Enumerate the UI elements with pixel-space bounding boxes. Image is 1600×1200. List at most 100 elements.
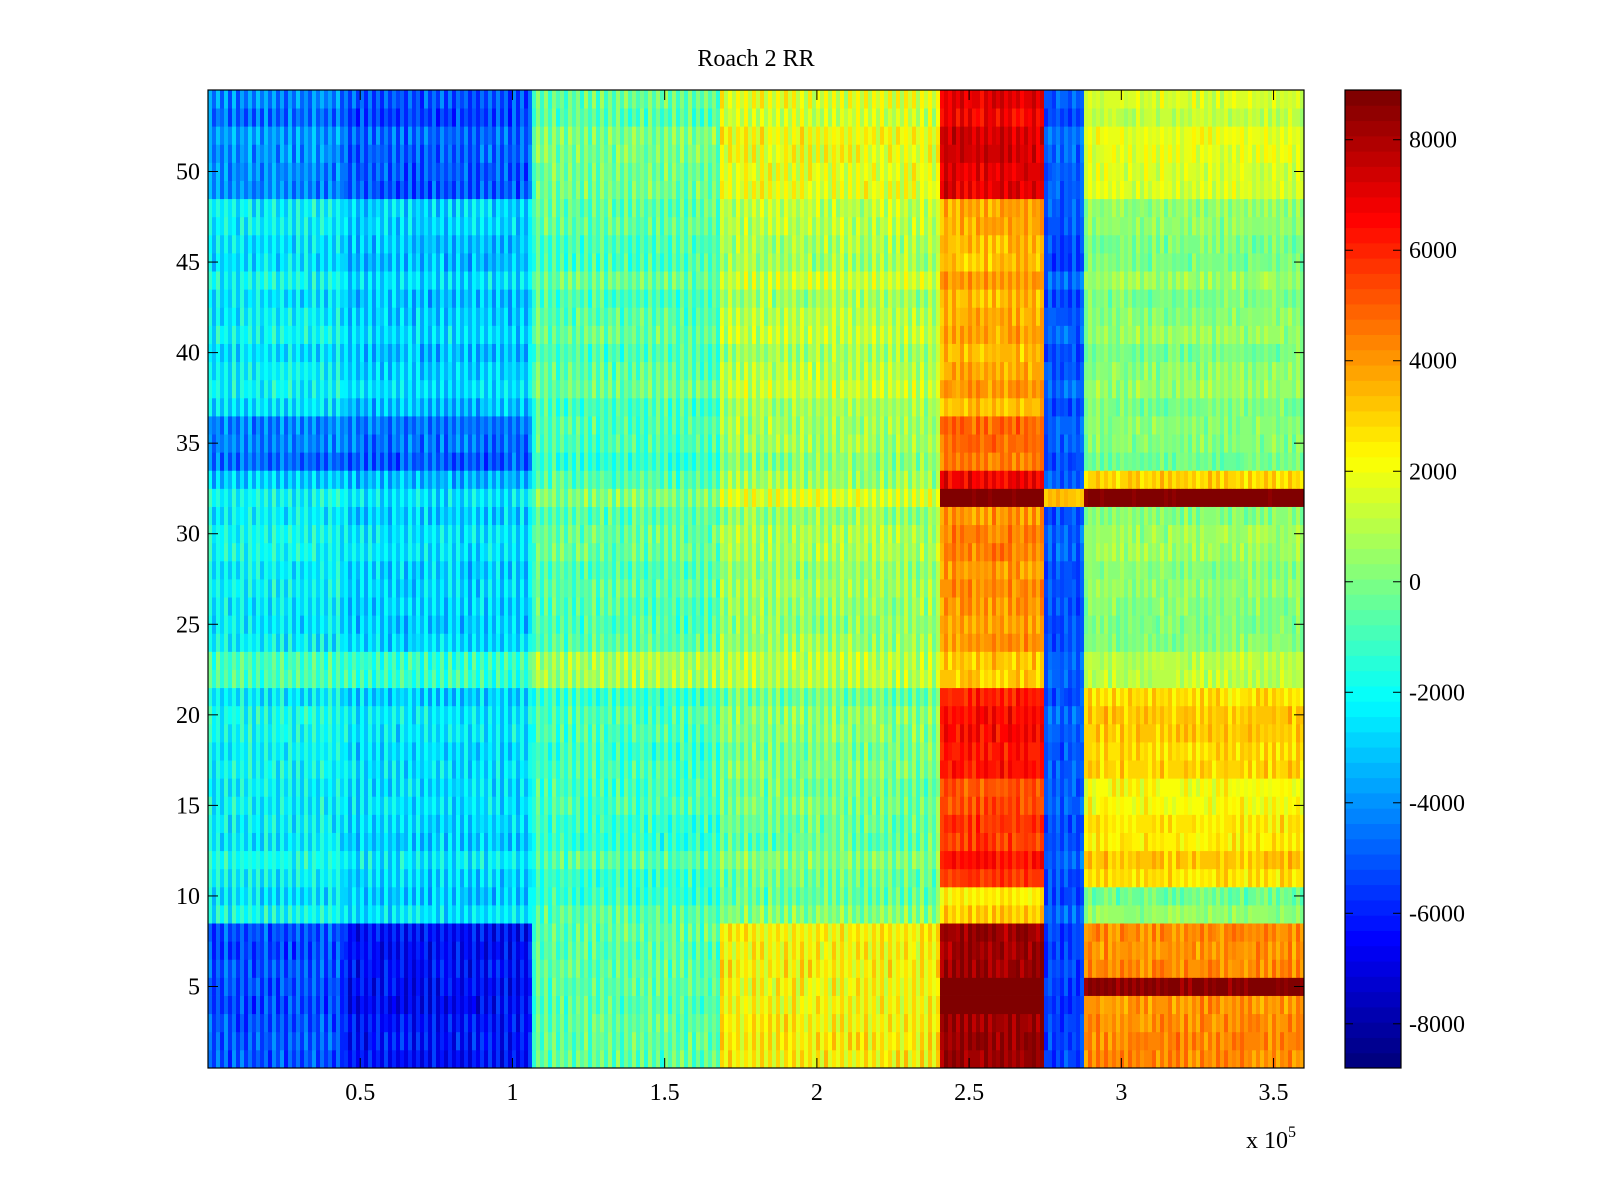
heatmap-cell xyxy=(652,886,657,906)
heatmap-cell xyxy=(1224,995,1229,1015)
heatmap-cell xyxy=(392,1049,397,1068)
heatmap-cell xyxy=(788,995,793,1015)
heatmap-cell xyxy=(768,959,773,978)
heatmap-cell xyxy=(320,814,325,833)
heatmap-cell xyxy=(416,868,421,888)
heatmap-cell xyxy=(312,814,317,833)
heatmap-cell xyxy=(1132,760,1137,779)
heatmap-cell xyxy=(552,796,557,815)
heatmap-cell xyxy=(520,832,525,852)
heatmap-cell xyxy=(928,850,933,870)
heatmap-cell xyxy=(728,959,733,978)
heatmap-cell xyxy=(664,1049,669,1068)
heatmap-cell xyxy=(1044,1013,1049,1033)
heatmap-cell xyxy=(512,959,517,978)
heatmap-cell xyxy=(780,905,785,924)
heatmap-cell xyxy=(924,977,929,996)
heatmap-cell xyxy=(832,941,837,960)
heatmap-cell xyxy=(1124,814,1129,833)
heatmap-cell xyxy=(348,814,353,833)
heatmap-cell xyxy=(976,959,981,978)
heatmap-cell xyxy=(1212,1031,1217,1051)
heatmap-cell xyxy=(632,1049,637,1068)
heatmap-cell xyxy=(952,886,957,906)
heatmap-cell xyxy=(1240,832,1245,852)
heatmap-cell xyxy=(776,814,781,833)
heatmap-cell xyxy=(552,1049,557,1068)
heatmap-cell xyxy=(940,923,945,942)
heatmap-cell xyxy=(896,832,901,852)
heatmap-cell xyxy=(764,1031,769,1051)
heatmap-cell xyxy=(416,796,421,815)
heatmap-cell xyxy=(664,850,669,870)
heatmap-cell xyxy=(1280,1049,1285,1068)
heatmap-cell xyxy=(1144,1031,1149,1051)
heatmap-cell xyxy=(1208,1031,1213,1051)
heatmap-cell xyxy=(1196,778,1201,797)
heatmap-cell xyxy=(1008,995,1013,1015)
heatmap-cell xyxy=(1244,1031,1249,1051)
heatmap-cell xyxy=(236,886,241,906)
heatmap-cell xyxy=(436,868,441,888)
heatmap-cell xyxy=(332,1049,337,1068)
heatmap-cell xyxy=(936,778,941,797)
heatmap-cell xyxy=(472,905,477,924)
heatmap-cell xyxy=(1096,832,1101,852)
heatmap-cell xyxy=(412,778,417,797)
heatmap-cell xyxy=(1204,923,1209,942)
heatmap-cell xyxy=(1244,778,1249,797)
heatmap-cell xyxy=(1024,1013,1029,1033)
heatmap-cell xyxy=(960,760,965,779)
heatmap-cell xyxy=(520,796,525,815)
heatmap-cell xyxy=(744,977,749,996)
heatmap-cell xyxy=(1016,1013,1021,1033)
heatmap-cell xyxy=(840,760,845,779)
heatmap-cell xyxy=(1044,886,1049,906)
heatmap-cell xyxy=(308,886,313,906)
heatmap-cell xyxy=(1096,995,1101,1015)
heatmap-cell xyxy=(768,814,773,833)
heatmap-cell xyxy=(832,868,837,888)
heatmap-cell xyxy=(716,1031,721,1051)
heatmap-cell xyxy=(1252,760,1257,779)
heatmap-cell xyxy=(408,1013,413,1033)
heatmap-cell xyxy=(672,941,677,960)
heatmap-cell xyxy=(584,832,589,852)
heatmap-cell xyxy=(916,905,921,924)
heatmap-cell xyxy=(892,886,897,906)
heatmap-cell xyxy=(728,850,733,870)
heatmap-cell xyxy=(512,941,517,960)
heatmap-cell xyxy=(532,886,537,906)
heatmap-cell xyxy=(240,941,245,960)
heatmap-cell xyxy=(1076,796,1081,815)
heatmap-cell xyxy=(612,832,617,852)
heatmap-cell xyxy=(512,995,517,1015)
heatmap-cell xyxy=(968,959,973,978)
heatmap-cell xyxy=(996,742,1001,761)
heatmap-cell xyxy=(820,886,825,906)
heatmap-cell xyxy=(828,959,833,978)
heatmap-cell xyxy=(308,760,313,779)
heatmap-cell xyxy=(256,1013,261,1033)
heatmap-cell xyxy=(632,1031,637,1051)
heatmap-cell xyxy=(848,941,853,960)
heatmap-cell xyxy=(456,760,461,779)
heatmap-cell xyxy=(364,977,369,996)
heatmap-cell xyxy=(360,760,365,779)
heatmap-cell xyxy=(372,760,377,779)
heatmap-cell xyxy=(1300,923,1304,942)
heatmap-cell xyxy=(240,923,245,942)
heatmap-cell xyxy=(1120,742,1125,761)
heatmap-cell xyxy=(1132,941,1137,960)
heatmap-cell xyxy=(856,1031,861,1051)
heatmap-cell xyxy=(596,905,601,924)
heatmap-cell xyxy=(1144,995,1149,1015)
heatmap-cell xyxy=(812,977,817,996)
heatmap-cell xyxy=(1008,778,1013,797)
heatmap-cell xyxy=(848,886,853,906)
heatmap-cell xyxy=(508,923,513,942)
heatmap-cell xyxy=(240,977,245,996)
heatmap-cell xyxy=(628,814,633,833)
heatmap-cell xyxy=(824,796,829,815)
heatmap-cell xyxy=(376,977,381,996)
